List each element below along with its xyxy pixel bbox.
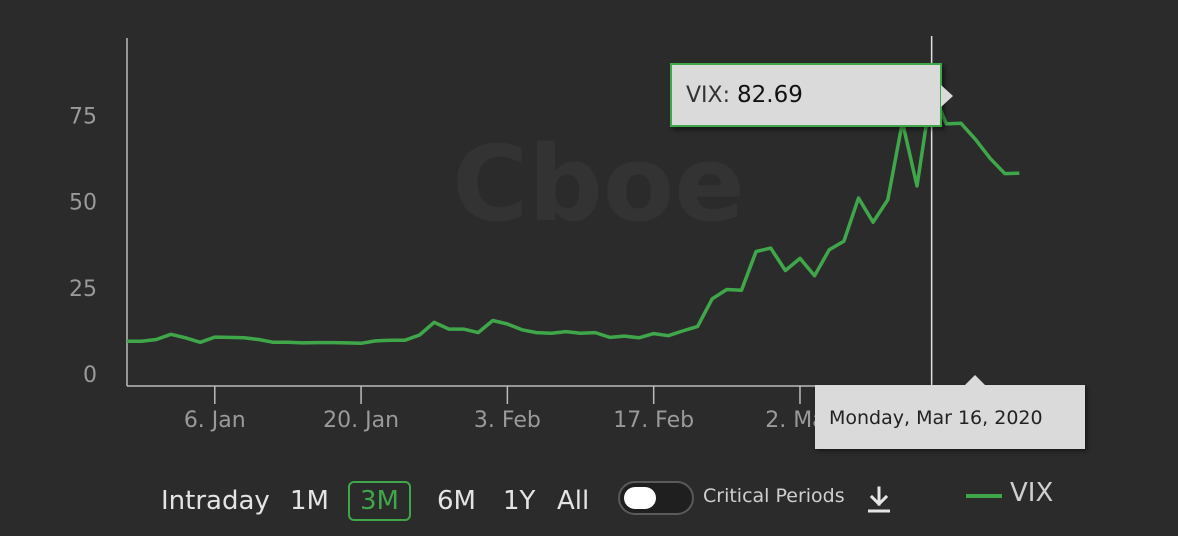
y-tick-label: 75 bbox=[69, 104, 97, 129]
range-3m-button[interactable]: 3M bbox=[348, 481, 411, 521]
x-tick-label: 6. Jan bbox=[184, 408, 246, 433]
download-icon[interactable] bbox=[864, 484, 894, 516]
tooltip-value: 82.69 bbox=[737, 82, 803, 108]
x-axis: 6. Jan 20. Jan 3. Feb 17. Feb 2. Mar bbox=[184, 386, 836, 433]
y-tick-label: 25 bbox=[69, 277, 97, 302]
legend-swatch bbox=[966, 494, 1002, 498]
y-axis: 0 25 50 75 bbox=[69, 104, 97, 388]
x-tick-label: 20. Jan bbox=[323, 408, 399, 433]
series-line-vix[interactable] bbox=[127, 86, 1020, 346]
tooltip-series-label: VIX: bbox=[686, 83, 731, 108]
range-1y-button[interactable]: 1Y bbox=[503, 486, 536, 516]
range-6m-button[interactable]: 6M bbox=[437, 486, 476, 516]
tooltip-date: Monday, Mar 16, 2020 bbox=[829, 407, 1043, 429]
range-1m-button[interactable]: 1M bbox=[290, 486, 329, 516]
x-tick-label: 3. Feb bbox=[474, 408, 541, 433]
value-tooltip: VIX: 82.69 bbox=[670, 63, 953, 127]
y-tick-label: 0 bbox=[83, 363, 97, 388]
y-tick-label: 50 bbox=[69, 191, 97, 216]
critical-periods-label: Critical Periods bbox=[703, 485, 845, 507]
date-tooltip: Monday, Mar 16, 2020 bbox=[815, 375, 1085, 449]
critical-periods-toggle[interactable] bbox=[618, 481, 694, 515]
cboe-watermark: Cboe bbox=[452, 123, 745, 245]
range-intraday-button[interactable]: Intraday bbox=[161, 486, 270, 516]
x-tick-label: 17. Feb bbox=[613, 408, 694, 433]
range-all-button[interactable]: All bbox=[557, 486, 590, 516]
toggle-knob bbox=[624, 487, 656, 509]
legend-label: VIX bbox=[1010, 478, 1054, 508]
